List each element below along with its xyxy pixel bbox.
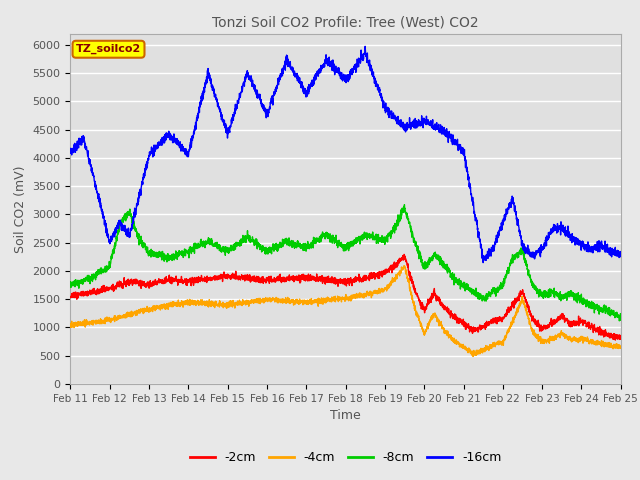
- Y-axis label: Soil CO2 (mV): Soil CO2 (mV): [14, 165, 27, 252]
- Text: TZ_soilco2: TZ_soilco2: [76, 44, 141, 54]
- Title: Tonzi Soil CO2 Profile: Tree (West) CO2: Tonzi Soil CO2 Profile: Tree (West) CO2: [212, 16, 479, 30]
- Legend: -2cm, -4cm, -8cm, -16cm: -2cm, -4cm, -8cm, -16cm: [185, 446, 506, 469]
- X-axis label: Time: Time: [330, 409, 361, 422]
